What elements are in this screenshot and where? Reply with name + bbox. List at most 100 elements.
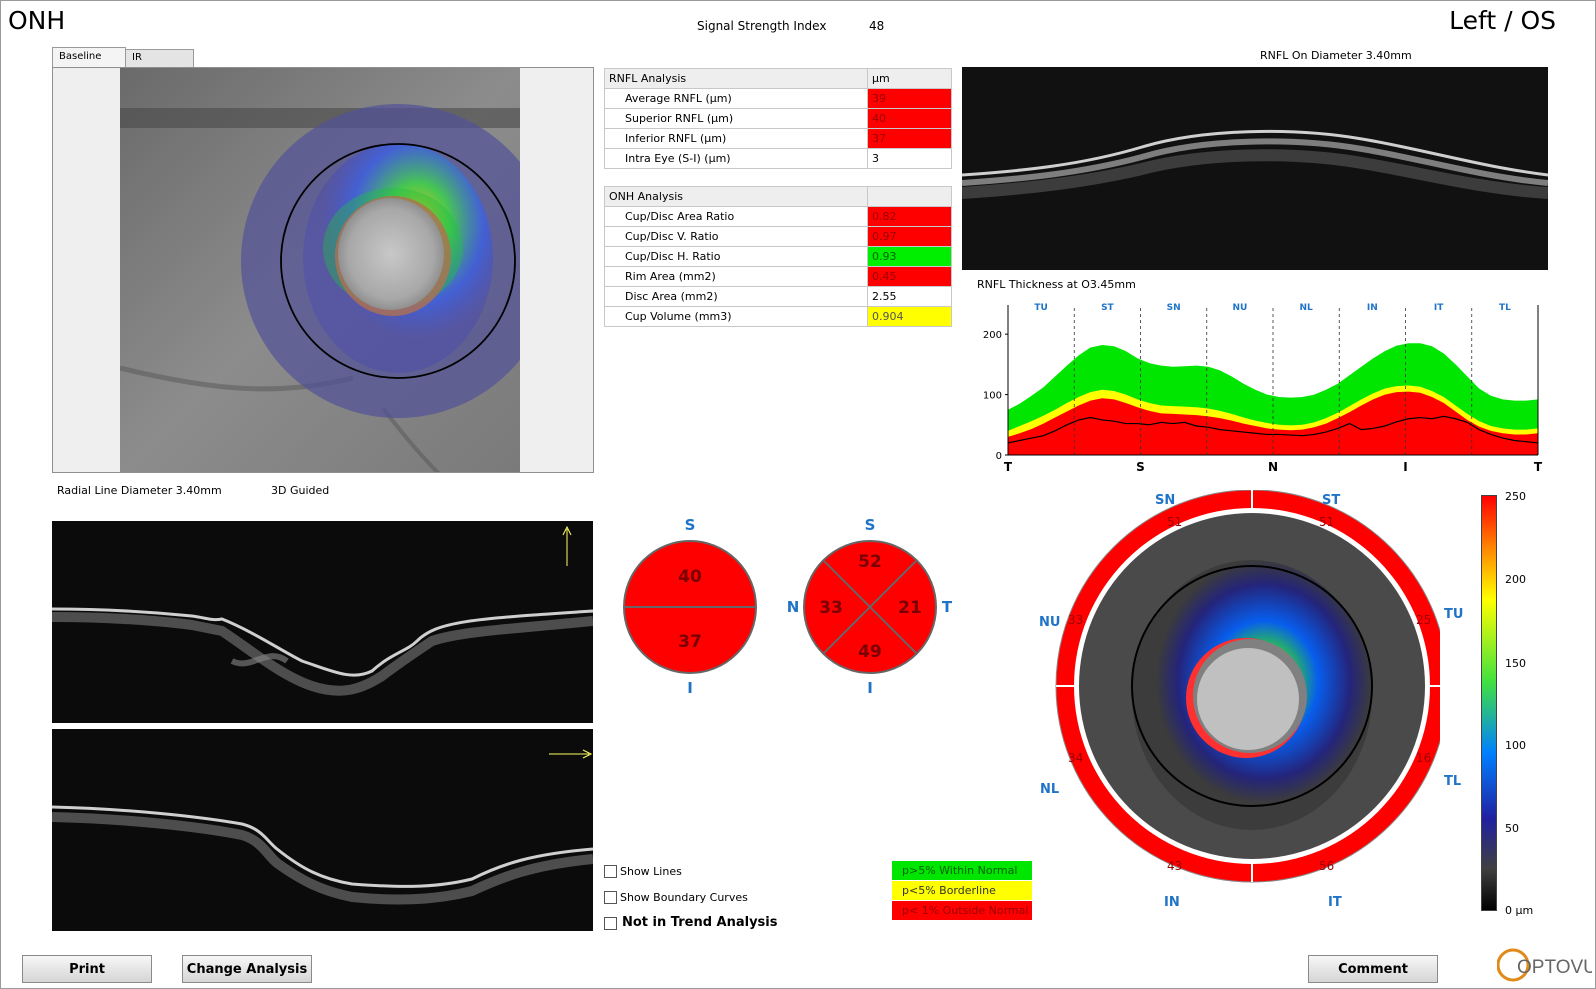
- chart-sector-label: IN: [1367, 303, 1378, 313]
- comment-button[interactable]: Comment: [1308, 955, 1438, 983]
- chart-sector-label: TU: [1034, 303, 1047, 313]
- quad-bottom-label: I: [867, 679, 873, 697]
- sector-value-nu: 33: [1068, 613, 1083, 627]
- ssi-label: Signal Strength Index: [697, 19, 827, 33]
- thickness-colorbar: [1481, 495, 1497, 911]
- table-row-label: Superior RNFL (µm): [604, 108, 868, 129]
- sector-value-tl: 16: [1416, 751, 1431, 765]
- change-analysis-button[interactable]: Change Analysis: [182, 955, 312, 983]
- tab-ir[interactable]: IR: [125, 49, 194, 67]
- not-in-trend-checkbox[interactable]: [604, 917, 617, 930]
- enface-image-panel: [52, 67, 594, 473]
- quad-inferior-value: 49: [858, 642, 882, 662]
- chart-x-tick-label: I: [1403, 460, 1407, 474]
- table-row-label: Disc Area (mm2): [604, 286, 868, 307]
- sector-label-sn: SN: [1155, 493, 1176, 508]
- table-row-value: 0.93: [867, 246, 952, 267]
- chart-y-tick-label: 100: [983, 391, 1002, 402]
- colorbar-tick: 150: [1505, 657, 1526, 670]
- table-row-label: Inferior RNFL (µm): [604, 128, 868, 149]
- hemi-bottom-label: I: [687, 679, 693, 697]
- show-boundary-curves-label: Show Boundary Curves: [620, 891, 748, 904]
- tab-baseline[interactable]: Baseline: [52, 47, 126, 67]
- table-row-value: 40: [867, 108, 952, 129]
- colorbar-tick: 200: [1505, 573, 1526, 586]
- chart-sector-label: TL: [1499, 303, 1511, 313]
- sector-value-it: 56: [1319, 859, 1334, 873]
- hemi-inferior-value: 37: [678, 632, 702, 652]
- chart-sector-label: NU: [1232, 303, 1247, 313]
- quad-temporal-value: 21: [898, 598, 922, 618]
- chart-sector-label: SN: [1167, 303, 1181, 313]
- table-row-value: 0.45: [867, 266, 952, 287]
- quad-superior-value: 52: [858, 552, 882, 572]
- chart-sector-label: NL: [1299, 303, 1313, 313]
- rnfl-circle-bscan: [962, 67, 1548, 270]
- quadrant-circle-chart: S 52 49 33 21 N T I: [787, 516, 953, 697]
- table-row-label: Cup/Disc H. Ratio: [604, 246, 868, 267]
- quad-left-label: N: [787, 598, 800, 616]
- show-boundary-curves-checkbox[interactable]: [604, 891, 617, 904]
- colorbar-tick: 100: [1505, 739, 1526, 752]
- sector-label-tl: TL: [1444, 774, 1462, 789]
- quad-top-label: S: [865, 516, 876, 534]
- show-lines-label: Show Lines: [620, 865, 682, 878]
- chart-x-tick-label: T: [1534, 460, 1543, 474]
- table-row-label: Cup Volume (mm3): [604, 306, 868, 327]
- radial-bscan-vertical: [52, 521, 593, 723]
- table-row-label: Cup/Disc V. Ratio: [604, 226, 868, 247]
- colorbar-tick: 250: [1505, 490, 1526, 503]
- table-row-label: Average RNFL (µm): [604, 88, 868, 109]
- table-row-label: Rim Area (mm2): [604, 266, 868, 287]
- chart-x-tick-label: T: [1004, 460, 1013, 474]
- sector-label-st: ST: [1322, 493, 1341, 508]
- chart-y-tick-label: 200: [983, 330, 1002, 341]
- hemisphere-circle-chart: S 40 37 I: [623, 516, 757, 697]
- enface-image: [120, 68, 520, 472]
- hemi-top-label: S: [685, 516, 696, 534]
- radial-bscan-horizontal: [52, 729, 593, 931]
- sector-label-nl: NL: [1040, 782, 1060, 797]
- sector-label-nu: NU: [1039, 615, 1061, 630]
- chart-y-tick-label: 0: [996, 451, 1002, 462]
- logo-text: OPTOVUE: [1517, 957, 1592, 978]
- not-in-trend-label: Not in Trend Analysis: [622, 915, 778, 930]
- print-button[interactable]: Print: [22, 955, 152, 983]
- chart-x-tick-label: S: [1136, 460, 1145, 474]
- chart-x-tick-label: N: [1268, 460, 1278, 474]
- rnfl-on-title: RNFL On Diameter 3.40mm: [1260, 49, 1412, 62]
- hemi-superior-value: 40: [678, 567, 702, 587]
- rnfl-analysis-table: RNFL Analysis µm Average RNFL (µm) 39 Supe…: [604, 68, 952, 169]
- chart-sector-label: ST: [1101, 303, 1114, 313]
- sector-value-tu: 25: [1416, 613, 1431, 627]
- scan-type-title: ONH: [8, 6, 66, 35]
- eye-side-title: Left / OS: [1449, 6, 1556, 35]
- radial-line-caption: Radial Line Diameter 3.40mm: [57, 484, 222, 497]
- quad-nasal-value: 33: [819, 598, 843, 618]
- show-lines-checkbox[interactable]: [604, 865, 617, 878]
- sector-label-tu: TU: [1444, 607, 1464, 622]
- onh-header-label: ONH Analysis: [604, 186, 868, 207]
- legend-outside-normal: p< 1% Outside Normal: [892, 901, 1032, 920]
- quad-right-label: T: [942, 598, 953, 616]
- table-row-value: 0.904: [867, 306, 952, 327]
- sector-value-sn: 51: [1167, 515, 1182, 529]
- rnfl-header-label: RNFL Analysis: [604, 68, 868, 89]
- sector-value-nl: 34: [1068, 751, 1083, 765]
- chart-title: RNFL Thickness at O3.45mm: [977, 278, 1136, 291]
- table-row-label: Intra Eye (S-I) (µm): [604, 148, 868, 169]
- ssi-value: 48: [869, 19, 885, 33]
- onh-header-unit: [867, 186, 952, 207]
- colorbar-tick: 0 µm: [1505, 904, 1534, 917]
- sector-label-it: IT: [1328, 895, 1342, 910]
- chart-area-2: [1008, 391, 1538, 455]
- table-row-label: Cup/Disc Area Ratio: [604, 206, 868, 227]
- onh-analysis-table: ONH Analysis Cup/Disc Area Ratio 0.82 Cup…: [604, 186, 952, 327]
- rnfl-sector-map: 51 51 33 25 34 16 43 56: [1055, 490, 1440, 883]
- table-row-value: 0.82: [867, 206, 952, 227]
- table-row-value: 3: [867, 148, 952, 169]
- sector-value-in: 43: [1167, 859, 1182, 873]
- legend-borderline: p<5% Borderline: [892, 881, 1032, 900]
- optovue-logo: OPTOVUE: [1497, 948, 1592, 982]
